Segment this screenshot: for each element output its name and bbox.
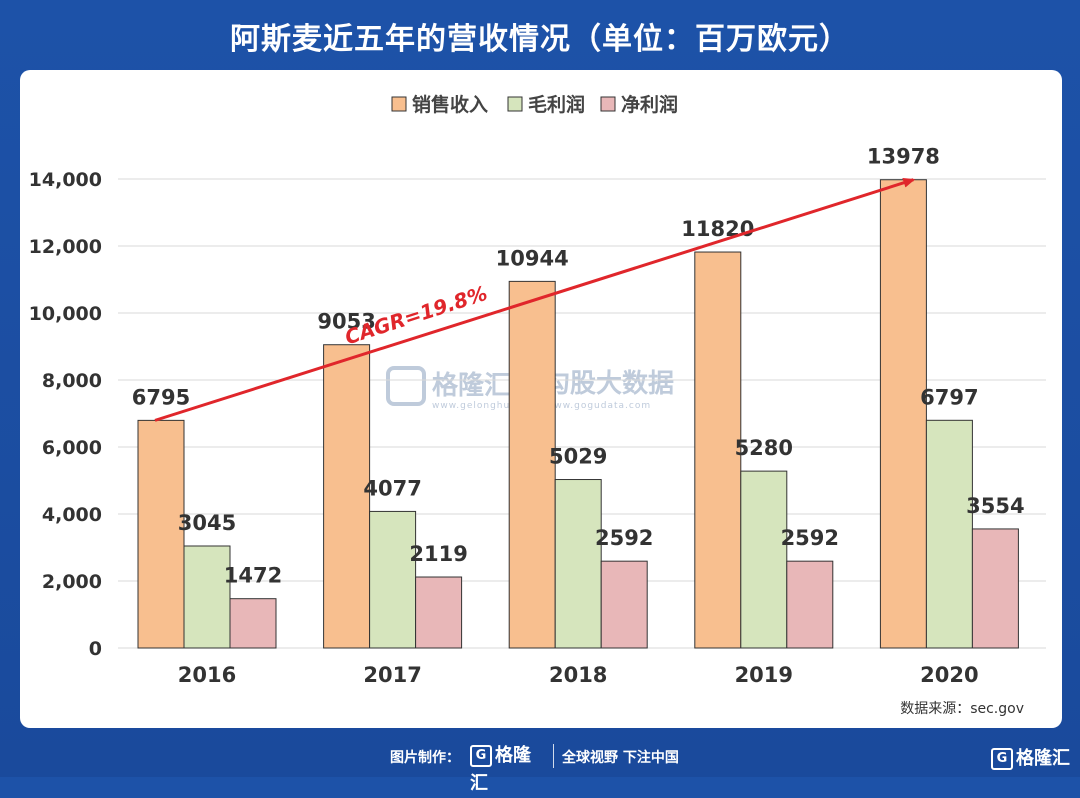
bar-net-2020 <box>971 528 1019 649</box>
legend-label-gross: 毛利润 <box>528 93 585 116</box>
watermark-brand-url: www.gelonghui.com <box>432 401 540 411</box>
bar-gross-2019 <box>740 470 788 649</box>
x-tick-label-2018: 2018 <box>549 663 607 687</box>
legend-swatch-net <box>600 96 616 112</box>
data-label-sales-2019: 11820 <box>681 217 754 241</box>
cagr-trend-arrow <box>154 177 916 422</box>
legend-swatch-sales <box>391 96 407 112</box>
y-tick-label: 2,000 <box>42 571 102 593</box>
watermark-url: www.gogudata.com <box>546 401 651 411</box>
footer-made-label: 图片制作： <box>390 750 460 766</box>
bars <box>137 179 1019 649</box>
y-tick-label: 14,000 <box>29 169 102 191</box>
corner-logo-icon: G <box>991 748 1013 770</box>
x-tick-label-2019: 2019 <box>735 663 793 687</box>
y-tick-label: 4,000 <box>42 504 102 526</box>
bar-gross-2020 <box>925 419 973 649</box>
bar-net-2017 <box>415 576 463 649</box>
footer-logo-icon: G <box>470 745 492 767</box>
y-tick-label: 8,000 <box>42 370 102 392</box>
bar-gross-2017 <box>369 510 417 649</box>
bar-net-2019 <box>786 560 834 649</box>
bar-chart: 格隆汇 www.gelonghui.com 勾股大数据 www.gogudata… <box>29 93 1046 717</box>
data-label-gross-2016: 3045 <box>178 511 236 535</box>
data-labels: 6795 3045 1472 9053 4077 2119 10944 5029 2592 118… <box>132 145 1025 588</box>
x-axis-labels: 2016 2017 2018 2019 2020 <box>178 663 979 687</box>
data-label-net-2016: 1472 <box>224 564 282 588</box>
data-label-net-2017: 2119 <box>409 542 467 566</box>
data-label-net-2019: 2592 <box>781 526 839 550</box>
bar-sales-2016 <box>137 419 185 649</box>
data-label-gross-2018: 5029 <box>549 445 607 469</box>
data-label-sales-2018: 10944 <box>496 246 569 270</box>
legend-label-net: 净利润 <box>621 93 678 116</box>
data-label-net-2018: 2592 <box>595 526 653 550</box>
data-label-gross-2020: 6797 <box>920 385 978 409</box>
x-tick-label-2016: 2016 <box>178 663 236 687</box>
bar-net-2016 <box>229 598 277 649</box>
footer: 图片制作： G 格隆汇 全球视野 下注中国 G 格隆汇 <box>0 738 1080 794</box>
legend-swatch-gross <box>507 96 523 112</box>
corner-logo-text: 格隆汇 <box>1016 748 1070 769</box>
source-note: 数据来源：sec.gov <box>900 701 1024 717</box>
bar-sales-2017 <box>323 344 371 649</box>
x-tick-label-2020: 2020 <box>920 663 978 687</box>
bar-sales-2020 <box>879 179 927 649</box>
footer-corner-logo: G 格隆汇 <box>991 744 1070 770</box>
bar-sales-2019 <box>694 251 742 649</box>
bar-gross-2018 <box>554 479 602 649</box>
footer-divider <box>553 744 554 768</box>
y-tick-label: 6,000 <box>42 437 102 459</box>
footer-logo: G 格隆汇 <box>470 742 548 794</box>
footer-slogan: 全球视野 下注中国 <box>562 750 679 766</box>
bar-sales-2018 <box>508 280 556 649</box>
watermark-brand: 格隆汇 <box>432 370 510 401</box>
bar-gross-2016 <box>183 545 231 649</box>
data-label-sales-2016: 6795 <box>132 385 190 409</box>
y-tick-label: 0 <box>89 638 102 660</box>
legend: 销售收入 毛利润 净利润 <box>391 93 678 116</box>
legend-label-sales: 销售收入 <box>412 93 488 116</box>
page-title: 阿斯麦近五年的营收情况（单位：百万欧元） <box>230 22 850 57</box>
data-label-net-2020: 3554 <box>966 494 1024 518</box>
data-label-sales-2020: 13978 <box>867 145 940 169</box>
data-label-gross-2019: 5280 <box>735 436 793 460</box>
data-label-sales-2017: 9053 <box>317 310 375 334</box>
watermark-logo-icon <box>386 366 426 406</box>
x-tick-label-2017: 2017 <box>363 663 421 687</box>
data-label-gross-2017: 4077 <box>363 476 421 500</box>
watermark-site: 勾股大数据 <box>544 369 674 399</box>
y-tick-label: 10,000 <box>29 303 102 325</box>
bar-net-2018 <box>600 560 648 649</box>
y-axis-ticks: 0 2,000 4,000 6,000 8,000 10,000 12,000 14,000 <box>29 169 102 660</box>
y-tick-label: 12,000 <box>29 236 102 258</box>
